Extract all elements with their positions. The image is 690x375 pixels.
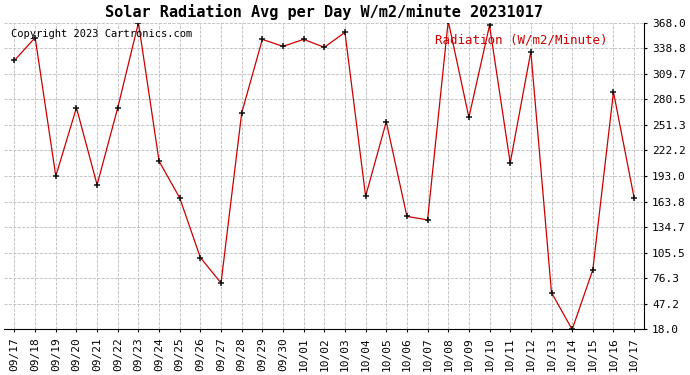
- Text: Radiation (W/m2/Minute): Radiation (W/m2/Minute): [435, 34, 607, 47]
- Text: Copyright 2023 Cartronics.com: Copyright 2023 Cartronics.com: [10, 29, 192, 39]
- Title: Solar Radiation Avg per Day W/m2/minute 20231017: Solar Radiation Avg per Day W/m2/minute …: [106, 4, 543, 20]
